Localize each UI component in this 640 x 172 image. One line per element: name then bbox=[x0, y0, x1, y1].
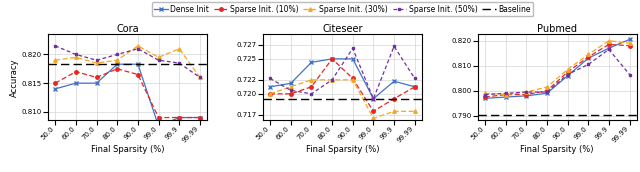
Title: Cora: Cora bbox=[116, 24, 139, 34]
X-axis label: Final Sparsity (%): Final Sparsity (%) bbox=[91, 145, 164, 154]
X-axis label: Final Sparsity (%): Final Sparsity (%) bbox=[520, 145, 594, 154]
X-axis label: Final Sparsity (%): Final Sparsity (%) bbox=[306, 145, 379, 154]
Legend: Dense Init, Sparse Init. (10%), Sparse Init. (30%), Sparse Init. (50%), Baseline: Dense Init, Sparse Init. (10%), Sparse I… bbox=[152, 2, 533, 17]
Y-axis label: Accuracy: Accuracy bbox=[10, 58, 19, 97]
Title: Citeseer: Citeseer bbox=[322, 24, 363, 34]
Title: Pubmed: Pubmed bbox=[537, 24, 577, 34]
